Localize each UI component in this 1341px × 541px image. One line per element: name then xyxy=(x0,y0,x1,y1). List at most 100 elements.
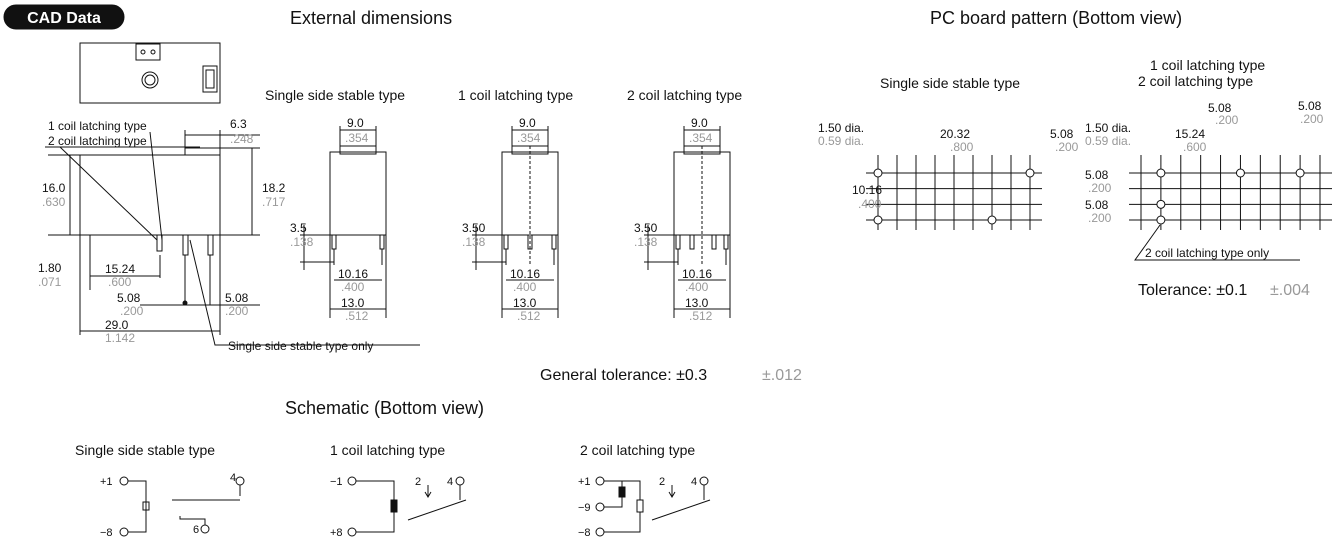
dim-inch: .200 xyxy=(1088,181,1112,195)
dim: 3.50 xyxy=(462,221,486,235)
dim-inch: .200 xyxy=(1215,113,1239,127)
callout: 2 coil latching type xyxy=(48,134,147,148)
type-label: Single side stable type xyxy=(75,442,215,458)
dim-inch: .600 xyxy=(108,275,132,289)
hole xyxy=(1156,215,1166,225)
dim: 13.0 xyxy=(341,296,365,310)
dim: 5.08 xyxy=(117,291,141,305)
dim: 9.0 xyxy=(347,116,364,130)
dim-inch: .400 xyxy=(513,280,537,294)
dim: 3.50 xyxy=(634,221,658,235)
hole xyxy=(873,168,883,178)
dim-inch: .630 xyxy=(42,195,66,209)
type-label: 2 coil latching type xyxy=(580,442,695,458)
dim-inch: .200 xyxy=(225,304,249,318)
badge xyxy=(3,4,125,30)
pin xyxy=(503,234,509,250)
dim: 10.16 xyxy=(852,183,882,197)
dim: 5.08 xyxy=(1085,198,1109,212)
pin-label: −8 xyxy=(578,527,591,539)
section-title: Schematic (Bottom view) xyxy=(285,398,484,418)
tolerance: General tolerance: ±0.3 xyxy=(540,367,707,384)
section-title: External dimensions xyxy=(290,8,452,28)
dim-inch: .400 xyxy=(685,280,709,294)
hole xyxy=(987,215,997,225)
dim-inch: .512 xyxy=(517,309,541,323)
pcb-grid xyxy=(866,155,1042,230)
schematic-single xyxy=(119,476,245,537)
dim: 29.0 xyxy=(105,318,129,332)
pcb-grid xyxy=(1129,155,1332,230)
dim-inch: 1.142 xyxy=(105,331,135,345)
dim: 1.50 dia. xyxy=(818,121,864,135)
dim-inch: .200 xyxy=(120,304,144,318)
type-label: Single side stable type xyxy=(265,87,405,103)
hole xyxy=(873,215,883,225)
tolerance-inch: ±.004 xyxy=(1270,282,1310,299)
dim-inch: .354 xyxy=(517,131,541,145)
pin-label: +1 xyxy=(100,476,113,488)
pin-label: 4 xyxy=(691,476,697,488)
dim-inch: 0.59 dia. xyxy=(818,134,864,148)
dim: 9.0 xyxy=(691,116,708,130)
badge-text: CAD Data xyxy=(27,10,101,27)
schematic-one-coil xyxy=(347,476,467,537)
dim-inch: .200 xyxy=(1088,211,1112,225)
dim: 5.08 xyxy=(1208,101,1232,115)
dim: 20.32 xyxy=(940,127,970,141)
dim: 5.08 xyxy=(1050,127,1074,141)
pin xyxy=(689,234,695,250)
dim-inch: .071 xyxy=(38,275,62,289)
dim-inch: .138 xyxy=(634,235,658,249)
hole xyxy=(1156,199,1166,209)
pin xyxy=(711,234,717,250)
dim-inch: .512 xyxy=(689,309,713,323)
pin-label: 2 xyxy=(415,476,421,488)
dim-inch: .248 xyxy=(230,132,254,146)
type-label: 1 coil latching type xyxy=(330,442,445,458)
pin-label: +8 xyxy=(330,527,343,539)
pin-label: 4 xyxy=(230,472,236,484)
tolerance: Tolerance: ±0.1 xyxy=(1138,282,1247,299)
pin xyxy=(331,234,337,250)
type-label: 2 coil latching type xyxy=(627,87,742,103)
hole xyxy=(1295,168,1305,178)
pin-label: 2 xyxy=(659,476,665,488)
dim: 10.16 xyxy=(338,267,368,281)
dim-inch: .138 xyxy=(290,235,314,249)
pin-label: 6 xyxy=(193,524,199,536)
front-view: 9.0.354 3.5.138 10.16.400 13.0.512 xyxy=(290,116,387,323)
cover xyxy=(339,145,377,155)
dim-inch: 0.59 dia. xyxy=(1085,134,1131,148)
dim-inch: .200 xyxy=(1055,140,1079,154)
dim-inch: .800 xyxy=(950,140,974,154)
dim-inch: .200 xyxy=(1300,112,1324,126)
callout: 1 coil latching type xyxy=(48,119,147,133)
dim-inch: .138 xyxy=(462,235,486,249)
type-label: 2 coil latching type xyxy=(1138,73,1253,89)
side-view xyxy=(45,42,420,346)
dim-inch: .400 xyxy=(341,280,365,294)
dim-inch: .600 xyxy=(1183,140,1207,154)
tolerance-inch: ±.012 xyxy=(762,367,802,384)
section-title: PC board pattern (Bottom view) xyxy=(930,8,1182,28)
pin xyxy=(675,234,681,250)
dim: 5.08 xyxy=(1085,168,1109,182)
dim: 5.08 xyxy=(225,291,249,305)
front-view: 9.0.354 3.50.138 10.16.400 13.0.512 xyxy=(462,116,559,323)
pin-label: −8 xyxy=(100,527,113,539)
dim: 18.2 xyxy=(262,181,286,195)
pin xyxy=(551,234,557,250)
pin-label: −9 xyxy=(578,502,591,514)
dim-inch: .354 xyxy=(345,131,369,145)
pin xyxy=(723,234,729,250)
pin-label: 4 xyxy=(447,476,453,488)
hole xyxy=(1235,168,1245,178)
dim-inch: .354 xyxy=(689,131,713,145)
pin xyxy=(527,234,533,250)
note: Single side stable type only xyxy=(228,339,373,353)
type-label: 1 coil latching type xyxy=(458,87,573,103)
dim: 1.80 xyxy=(38,261,62,275)
pin-label: −1 xyxy=(330,476,343,488)
